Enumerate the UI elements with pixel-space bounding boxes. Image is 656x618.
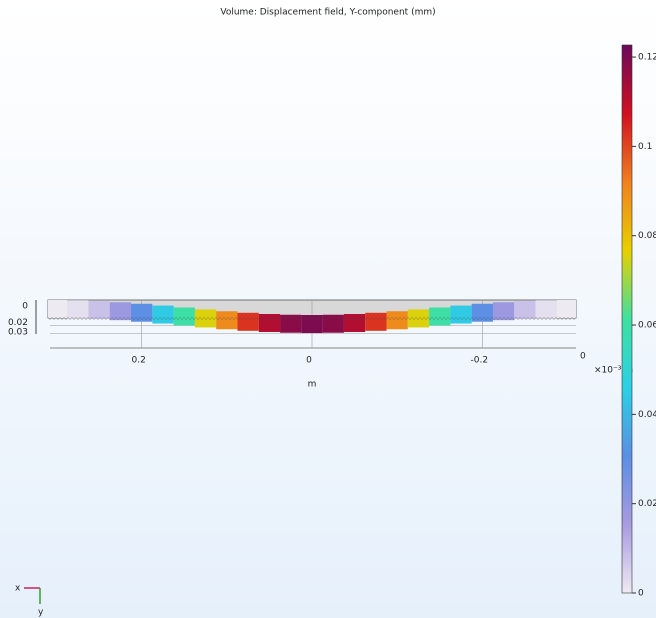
triad-y-label: y — [38, 608, 44, 618]
x-tick-label: 0 — [306, 356, 312, 366]
displacement-cell — [280, 315, 301, 333]
displacement-cell — [237, 313, 258, 331]
colorbar — [622, 45, 632, 593]
displacement-cell — [536, 300, 557, 318]
x-axis-label: m — [308, 380, 317, 390]
plot-title: Volume: Displacement field, Y-component … — [220, 8, 435, 18]
colorbar-tick-label: 0.1 — [638, 142, 652, 152]
displacement-cell — [514, 301, 535, 319]
colorbar-tick-label: 0 — [638, 589, 644, 599]
x-tick-label: 0.2 — [132, 356, 146, 366]
z-tick-label: 0 — [580, 352, 586, 362]
colorbar-tick-label: 0.02 — [638, 499, 656, 509]
plot-window: Volume: Displacement field, Y-component … — [0, 0, 656, 618]
displacement-cell — [323, 315, 344, 333]
displacement-cell — [48, 300, 67, 318]
displacement-cell — [344, 314, 365, 332]
colorbar-tick-label: 0.12 — [638, 53, 656, 63]
displacement-cell — [174, 308, 195, 326]
displacement-cell — [152, 306, 173, 324]
displacement-cell — [450, 306, 471, 324]
displacement-cell — [387, 311, 408, 329]
displacement-cell — [365, 313, 386, 331]
colorbar-tick-label: 0.04 — [638, 410, 656, 420]
displacement-cell — [557, 300, 576, 318]
displacement-cell — [259, 314, 280, 332]
colorbar-tick-label: 0.06 — [638, 321, 656, 331]
colorbar-tick-label: 0.08 — [638, 231, 656, 241]
displacement-cell — [88, 301, 109, 319]
displacement-cell — [67, 300, 88, 318]
displacement-cell — [429, 308, 450, 326]
displacement-cell — [216, 311, 237, 329]
y-tick-label: 0.03 — [8, 327, 28, 337]
triad-x-label: x — [15, 584, 21, 594]
y-tick-label: 0 — [22, 302, 28, 312]
x-tick-label: -0.2 — [471, 356, 489, 366]
